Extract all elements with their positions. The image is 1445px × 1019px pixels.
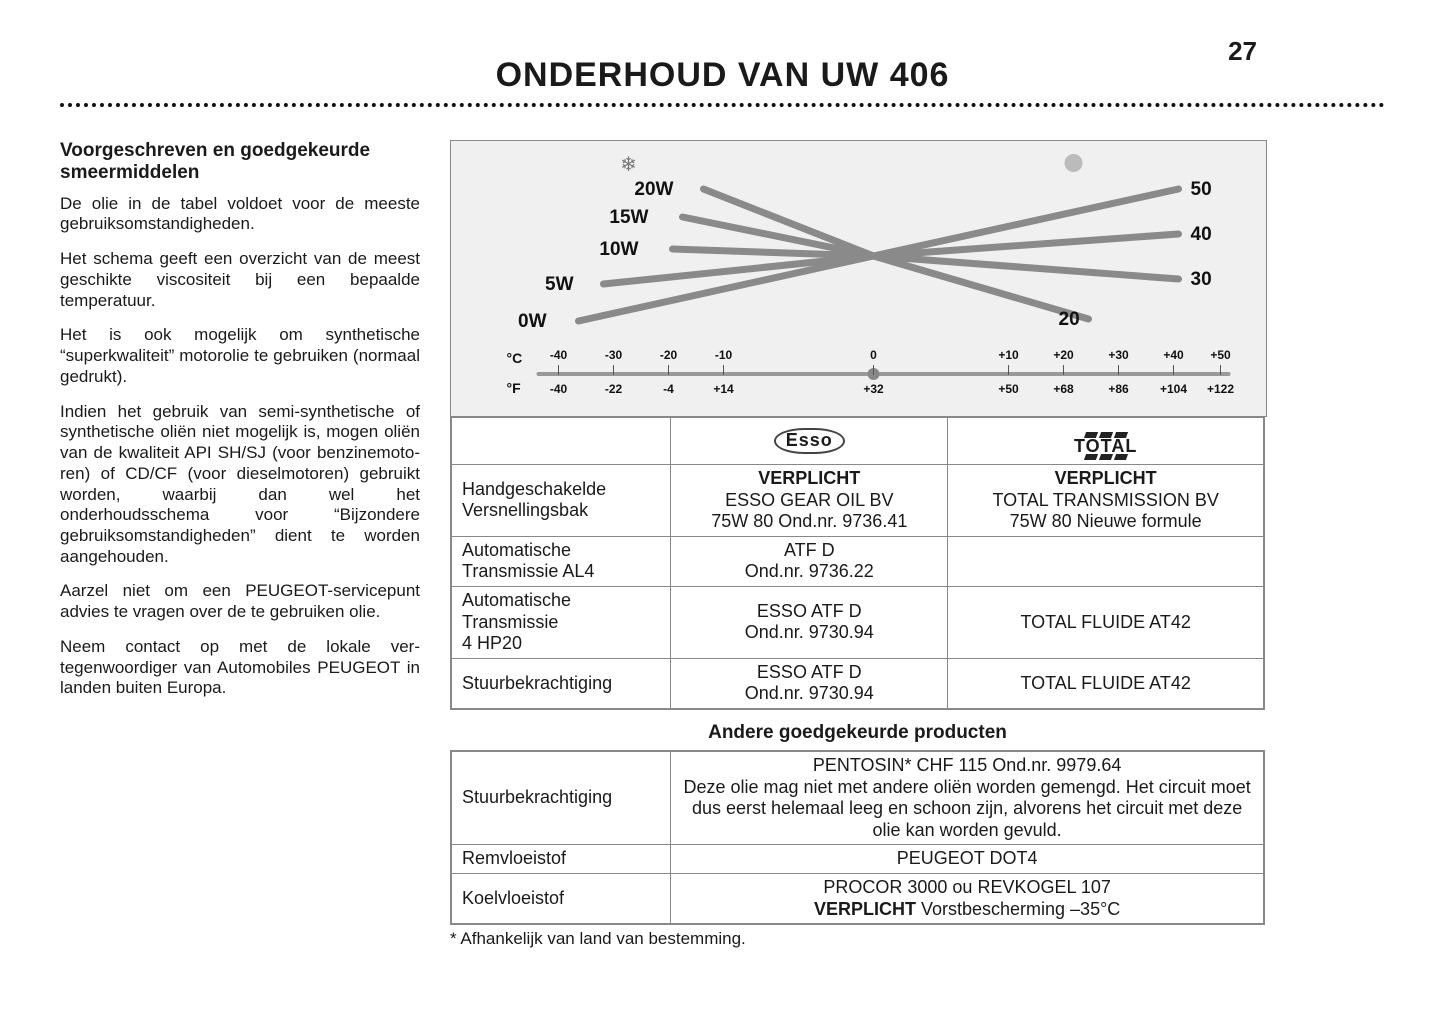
svg-text:-20: -20 xyxy=(660,348,678,362)
row-label: Stuurbekrachtiging xyxy=(452,751,671,844)
esso-cell: ESSO ATF DOnd.nr. 9730.94 xyxy=(671,658,948,708)
table-row: StuurbekrachtigingESSO ATF DOnd.nr. 9730… xyxy=(452,658,1264,708)
paragraph: De olie in de tabel voldoet voor de mees… xyxy=(60,194,420,235)
wide-cell: PROCOR 3000 ou REVKOGEL 107VERPLICHT Vor… xyxy=(671,873,1264,923)
svg-text:5W: 5W xyxy=(545,274,574,295)
brand-row: Esso TOTAL xyxy=(452,418,1264,465)
table-row: KoelvloeistofPROCOR 3000 ou REVKOGEL 107… xyxy=(452,873,1264,923)
empty-cell xyxy=(452,418,671,465)
dotted-divider xyxy=(60,103,1385,107)
total-logo: TOTAL xyxy=(1074,432,1137,460)
svg-text:+122: +122 xyxy=(1207,382,1234,396)
svg-text:+10: +10 xyxy=(998,348,1019,362)
svg-text:0: 0 xyxy=(870,348,877,362)
svg-text:+68: +68 xyxy=(1053,382,1074,396)
svg-text:+50: +50 xyxy=(998,382,1019,396)
svg-text:+14: +14 xyxy=(713,382,734,396)
esso-cell: VERPLICHTESSO GEAR OIL BV75W 80 Ond.nr. … xyxy=(671,465,948,537)
row-label: AutomatischeTransmissie4 HP20 xyxy=(452,586,671,658)
svg-text:-40: -40 xyxy=(550,348,568,362)
paragraph: Het is ook mogelijk om synthetische “sup… xyxy=(60,325,420,387)
total-cell: VERPLICHTTOTAL TRANSMISSION BV75W 80 Nie… xyxy=(948,465,1264,537)
svg-text:+50: +50 xyxy=(1210,348,1231,362)
total-bars-icon xyxy=(1085,432,1127,438)
paragraph: Neem contact op met de lokale ver­tegenw… xyxy=(60,637,420,699)
row-label: HandgeschakeldeVersnellingsbak xyxy=(452,465,671,537)
subheading: Andere goedgekeurde producten xyxy=(450,716,1265,750)
paragraph: Aarzel niet om een PEUGEOT-servi­cepunt … xyxy=(60,581,420,622)
lubricant-table-1: Esso TOTAL HandgeschakeldeVersnellingsba… xyxy=(450,417,1265,710)
paragraph: Het schema geeft een overzicht van de me… xyxy=(60,249,420,311)
esso-cell: ESSO ATF DOnd.nr. 9730.94 xyxy=(671,586,948,658)
svg-text:❄: ❄ xyxy=(620,154,637,176)
table-row: StuurbekrachtigingPENTOSIN* CHF 115 Ond.… xyxy=(452,751,1264,844)
table-row: AutomatischeTransmissie4 HP20ESSO ATF DO… xyxy=(452,586,1264,658)
esso-logo: Esso xyxy=(774,428,845,454)
svg-text:-10: -10 xyxy=(715,348,733,362)
svg-text:40: 40 xyxy=(1191,224,1212,245)
left-column: Voorgeschreven en goedge­keurde smeermid… xyxy=(60,140,420,949)
svg-text:+86: +86 xyxy=(1108,382,1129,396)
svg-text:+20: +20 xyxy=(1053,348,1074,362)
svg-text:+40: +40 xyxy=(1163,348,1184,362)
total-brand-cell: TOTAL xyxy=(948,418,1264,465)
chart-svg: ❄20W15W10W5W0W50403020°C°F-40-40-30-22-2… xyxy=(451,141,1266,416)
viscosity-chart: ❄20W15W10W5W0W50403020°C°F-40-40-30-22-2… xyxy=(450,140,1267,417)
page-title: ONDERHOUD VAN UW 406 xyxy=(60,56,1385,95)
svg-text:-4: -4 xyxy=(663,382,674,396)
row-label: Stuurbekrachtiging xyxy=(452,658,671,708)
svg-text:+32: +32 xyxy=(863,382,884,396)
total-cell: TOTAL FLUIDE AT42 xyxy=(948,658,1264,708)
row-label: Koelvloeistof xyxy=(452,873,671,923)
svg-text:0W: 0W xyxy=(518,311,547,332)
total-bars-icon xyxy=(1085,454,1127,460)
svg-text:15W: 15W xyxy=(609,207,648,228)
svg-text:-30: -30 xyxy=(605,348,623,362)
svg-text:-40: -40 xyxy=(550,382,568,396)
svg-text:°F: °F xyxy=(507,380,522,396)
lubricant-table-2: StuurbekrachtigingPENTOSIN* CHF 115 Ond.… xyxy=(450,750,1265,925)
wide-cell: PEUGEOT DOT4 xyxy=(671,845,1264,874)
svg-text:10W: 10W xyxy=(599,239,638,260)
table-row: AutomatischeTransmissie AL4ATF DOnd.nr. … xyxy=(452,536,1264,586)
total-cell: TOTAL FLUIDE AT42 xyxy=(948,586,1264,658)
svg-text:-22: -22 xyxy=(605,382,623,396)
total-cell xyxy=(948,536,1264,586)
table-row: HandgeschakeldeVersnellingsbakVERPLICHTE… xyxy=(452,465,1264,537)
svg-text:°C: °C xyxy=(507,350,523,366)
row-label: AutomatischeTransmissie AL4 xyxy=(452,536,671,586)
total-word: TOTAL xyxy=(1074,438,1137,454)
footnote: * Afhankelijk van land van bestemming. xyxy=(450,929,1265,949)
svg-text:+104: +104 xyxy=(1160,382,1187,396)
svg-text:20W: 20W xyxy=(634,179,673,200)
wide-cell: PENTOSIN* CHF 115 Ond.nr. 9979.64Deze ol… xyxy=(671,751,1264,844)
svg-text:30: 30 xyxy=(1191,269,1212,290)
left-heading: Voorgeschreven en goedge­keurde smeermid… xyxy=(60,140,420,184)
paragraph: Indien het gebruik van semi-synthe­tisch… xyxy=(60,402,420,568)
page-number: 27 xyxy=(1228,36,1257,67)
svg-text:+30: +30 xyxy=(1108,348,1129,362)
svg-text:20: 20 xyxy=(1059,309,1080,330)
svg-text:50: 50 xyxy=(1191,179,1212,200)
page: 27 ONDERHOUD VAN UW 406 Voorgeschreven e… xyxy=(0,0,1445,1019)
row-label: Remvloeistof xyxy=(452,845,671,874)
table-row: RemvloeistofPEUGEOT DOT4 xyxy=(452,845,1264,874)
esso-cell: ATF DOnd.nr. 9736.22 xyxy=(671,536,948,586)
right-column: ❄20W15W10W5W0W50403020°C°F-40-40-30-22-2… xyxy=(450,140,1265,949)
esso-brand-cell: Esso xyxy=(671,418,948,465)
content-row: Voorgeschreven en goedge­keurde smeermid… xyxy=(60,140,1265,949)
